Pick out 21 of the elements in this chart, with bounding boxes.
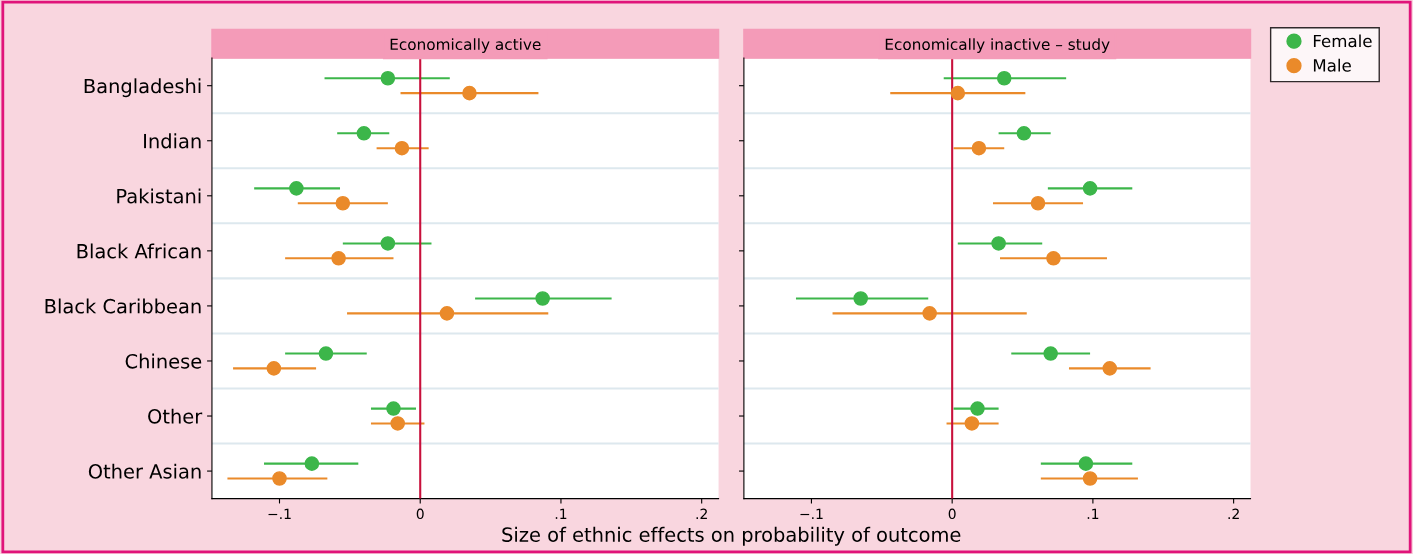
x-tick-label: 0 [948,508,956,520]
chart-title: Economically active [390,38,541,54]
x-tick-label: .2 [1228,508,1239,519]
legend-label: Female [1313,34,1372,48]
x-tick-label: .2 [696,508,707,519]
x-tick-label: −.1 [268,508,291,519]
x-tick-label: .1 [1087,508,1099,519]
y-tick-label: Chinese [125,353,202,369]
x-tick-label: −.1 [800,508,823,519]
chart-title: Economically inactive – study [885,38,1110,54]
y-tick-label: Black African [77,243,201,259]
y-tick-label: Other Asian [88,463,201,479]
y-tick-label: Other [148,408,203,424]
y-tick-label: Black Caribbean [45,298,201,314]
y-tick-label: Bangladeshi [84,78,201,98]
y-tick-label: Pakistani [117,188,201,204]
legend-label: Male [1313,58,1351,72]
x-tick-label: .1 [555,508,567,519]
x-tick-label: 0 [416,508,424,520]
y-tick-label: Indian [144,133,201,149]
x-axis-title: Size of ethnic effects on probability of outcome [502,526,961,546]
